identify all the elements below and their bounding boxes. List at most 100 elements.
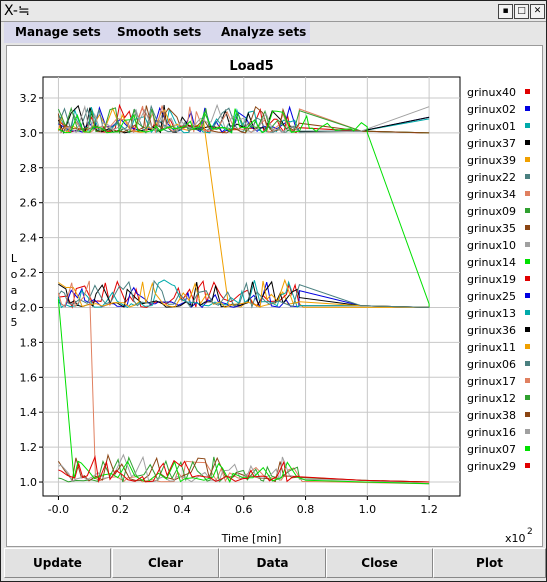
- series-line-grinux36: [58, 280, 430, 308]
- legend-label-grinux06: grinux06: [467, 358, 516, 371]
- legend-label-grinux16: grinux16: [467, 426, 516, 439]
- legend-swatch-grinux17: [525, 378, 530, 383]
- legend-label-grinux39: grinux39: [467, 154, 516, 167]
- legend-label-grinux40: grinux40: [467, 86, 516, 99]
- y-tick-label: 1.8: [20, 336, 38, 349]
- legend-swatch-grinux29: [525, 463, 530, 468]
- menu-manage-sets[interactable]: Manage sets: [15, 25, 101, 39]
- legend-label-grinux37: grinux37: [467, 137, 516, 150]
- legend-label-grinux19: grinux19: [467, 273, 516, 286]
- legend-swatch-grinux34: [525, 191, 530, 196]
- x-tick-label: 1.0: [359, 503, 377, 516]
- load5-chart: Load5 1.0 1.2 1.4 1.6 1.8 2.0 2.2 2.4 2.6 2.8 3.0 3.…: [11, 59, 533, 545]
- x-tick-label: -0.0: [48, 503, 69, 516]
- legend-swatch-grinux06: [525, 361, 530, 366]
- y-tick-label: 1.6: [20, 371, 38, 384]
- y-axis-label-char: 5: [11, 316, 18, 329]
- x-multiplier: x10: [505, 532, 526, 545]
- x-axis-label: Time [min]: [221, 532, 282, 545]
- y-axis-label-char: a: [11, 284, 18, 297]
- legend-swatch-grinux25: [525, 293, 530, 298]
- legend-label-grinux09: grinux09: [467, 205, 516, 218]
- y-tick-label: 1.2: [20, 441, 38, 454]
- series-line-grinux14: [58, 108, 430, 308]
- y-tick-label: 3.0: [20, 127, 38, 140]
- x-multiplier-exp: 2: [527, 527, 533, 537]
- legend-label-grinux14: grinux14: [467, 256, 516, 269]
- legend-label-grinux13: grinux13: [467, 307, 516, 320]
- chart-title: Load5: [229, 59, 273, 74]
- legend-swatch-grinux22: [525, 174, 530, 179]
- legend-swatch-grinux38: [525, 412, 530, 417]
- series-line-grinux13: [57, 279, 430, 309]
- legend-swatch-grinux12: [525, 395, 530, 400]
- series-line-grinux35: [57, 105, 430, 134]
- legend-swatch-grinux02: [525, 106, 530, 111]
- x-tick-label: 0.8: [297, 503, 315, 516]
- window-menu-icon[interactable]: X-≒: [4, 3, 30, 19]
- legend-label-grinux25: grinux25: [467, 290, 516, 303]
- x-tick-label: 0.4: [173, 503, 191, 516]
- legend-swatch-grinux11: [525, 344, 530, 349]
- maximize-icon[interactable]: □: [514, 4, 529, 19]
- y-tick-label: 3.2: [20, 92, 38, 105]
- y-tick-label: 2.2: [20, 267, 38, 280]
- plot-button[interactable]: Plot: [433, 548, 546, 578]
- series-line-grinux10: [58, 103, 430, 134]
- legend-label-grinux17: grinux17: [467, 375, 516, 388]
- y-tick-label: 2.6: [20, 197, 38, 210]
- x-tick-label: 0.6: [235, 503, 253, 516]
- menu-analyze-sets[interactable]: Analyze sets: [221, 25, 307, 39]
- legend-label-grinux07: grinux07: [467, 443, 516, 456]
- legend-swatch-grinux36: [525, 327, 530, 332]
- legend-label-grinux29: grinux29: [467, 460, 516, 473]
- y-tick-label: 2.4: [20, 232, 38, 245]
- button-bar: Update Clear Data Close Plot: [3, 548, 546, 580]
- close-button[interactable]: Close: [326, 548, 433, 578]
- legend-swatch-grinux09: [525, 208, 530, 213]
- series-line-grinux17: [57, 280, 430, 485]
- legend-swatch-grinux35: [525, 225, 530, 230]
- legend-label-grinux10: grinux10: [467, 239, 516, 252]
- plot-panel: Load5 1.0 1.2 1.4 1.6 1.8 2.0 2.2 2.4 2.6 2.8 3.0 3.…: [6, 45, 543, 547]
- title-bar: X-≒ ▪ □ ✕: [1, 1, 546, 22]
- legend-label-grinux36: grinux36: [467, 324, 516, 337]
- legend-label-grinux12: grinux12: [467, 392, 516, 405]
- series-line-grinux12: [58, 456, 430, 483]
- legend-swatch-grinux07: [525, 446, 530, 451]
- series-line-grinux06: [57, 279, 430, 309]
- legend-swatch-grinux01: [525, 123, 530, 128]
- legend-label-grinux11: grinux11: [467, 341, 516, 354]
- y-axis-label-char: d: [11, 300, 18, 313]
- x-tick-label: 0.2: [111, 503, 129, 516]
- legend-label-grinux01: grinux01: [467, 120, 516, 133]
- legend-swatch-grinux19: [525, 276, 530, 281]
- data-button[interactable]: Data: [219, 548, 326, 578]
- update-button[interactable]: Update: [4, 548, 111, 578]
- legend-swatch-grinux14: [525, 259, 530, 264]
- y-tick-label: 1.4: [20, 406, 38, 419]
- legend-label-grinux34: grinux34: [467, 188, 516, 201]
- minimize-icon[interactable]: ▪: [498, 4, 513, 19]
- y-tick-label: 1.0: [20, 476, 38, 489]
- legend-swatch-grinux40: [525, 89, 530, 94]
- legend-label-grinux02: grinux02: [467, 103, 516, 116]
- x-tick-label: 1.2: [420, 503, 438, 516]
- close-icon[interactable]: ✕: [530, 4, 545, 19]
- y-tick-label: 2.0: [20, 301, 38, 314]
- legend-label-grinux22: grinux22: [467, 171, 516, 184]
- legend-swatch-grinux37: [525, 140, 530, 145]
- series-line-grinux29: [58, 455, 430, 484]
- legend-swatch-grinux16: [525, 429, 530, 434]
- menu-smooth-sets[interactable]: Smooth sets: [117, 25, 202, 39]
- legend-swatch-grinux39: [525, 157, 530, 162]
- legend-swatch-grinux10: [525, 242, 530, 247]
- legend-label-grinux38: grinux38: [467, 409, 516, 422]
- menu-bar: Manage sets Smooth sets Analyze sets: [4, 22, 310, 43]
- legend-label-grinux35: grinux35: [467, 222, 516, 235]
- y-axis-label-char: o: [11, 268, 18, 281]
- clear-button[interactable]: Clear: [112, 548, 219, 578]
- legend-swatch-grinux13: [525, 310, 530, 315]
- y-tick-label: 2.8: [20, 162, 38, 175]
